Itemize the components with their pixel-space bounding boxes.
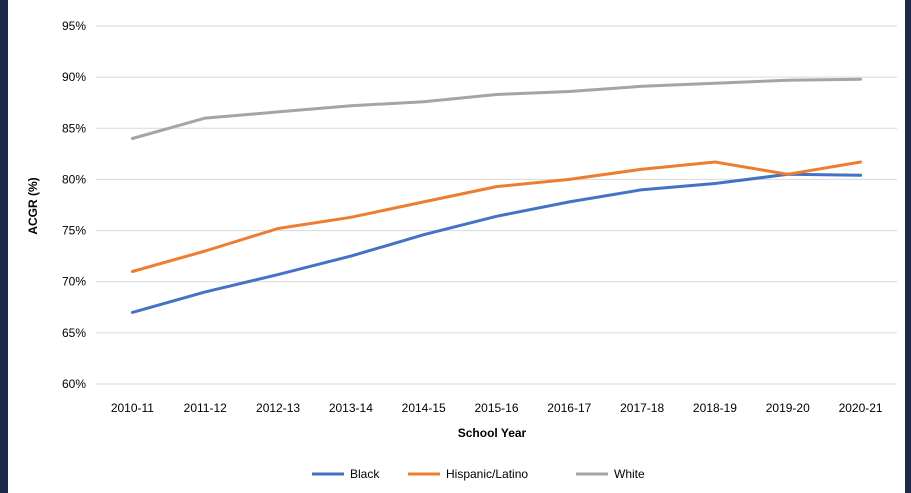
series-line-white xyxy=(130,77,863,140)
y-axis-title: ACGR (%) xyxy=(26,177,40,234)
series-line-black xyxy=(130,172,863,314)
gridlines xyxy=(96,25,897,385)
line-chart: 60%65%70%75%80%85%90%95% 2010-11 2011-12 2… xyxy=(26,19,897,481)
x-tick-label: 2020-21 xyxy=(839,401,883,415)
y-tick-label: 75% xyxy=(62,224,86,238)
x-tick-label: 2019-20 xyxy=(766,401,810,415)
x-tick-label: 2017-18 xyxy=(620,401,664,415)
legend-label: Hispanic/Latino xyxy=(446,467,528,481)
y-tick-label: 70% xyxy=(62,275,86,289)
x-tick-label: 2012-13 xyxy=(256,401,300,415)
x-axis-tick-labels: 2010-11 2011-12 2012-13 2013-14 2014-15 2015-… xyxy=(111,401,883,415)
y-axis-tick-labels: 60% 65% 70% 75% 80% 85% 90% 95% xyxy=(62,19,86,391)
x-tick-label: 2015-16 xyxy=(474,401,518,415)
x-tick-label: 2011-12 xyxy=(184,401,227,415)
series-lines xyxy=(130,77,863,314)
y-tick-label: 95% xyxy=(62,19,86,33)
x-tick-label: 2018-19 xyxy=(693,401,737,415)
x-axis-title: School Year xyxy=(458,426,527,440)
legend: Black Hispanic/Latino White xyxy=(312,467,645,481)
x-tick-label: 2016-17 xyxy=(547,401,591,415)
y-tick-label: 65% xyxy=(62,326,86,340)
y-tick-label: 60% xyxy=(62,377,86,391)
x-tick-label: 2013-14 xyxy=(329,401,373,415)
x-tick-label: 2014-15 xyxy=(402,401,446,415)
y-tick-label: 85% xyxy=(62,121,86,135)
legend-item-hispanic-latino: Hispanic/Latino xyxy=(408,467,528,481)
chart-panel: 60% 65% 70% 75% 80% 85% 90% 95% 2010-11 2011-12 2… xyxy=(8,0,905,493)
legend-label: Black xyxy=(350,467,380,481)
legend-item-white: White xyxy=(576,467,645,481)
legend-label: White xyxy=(614,467,645,481)
series-line-hispanic-latino xyxy=(130,160,863,273)
x-tick-label: 2010-11 xyxy=(111,401,154,415)
y-tick-label: 80% xyxy=(62,172,86,186)
y-tick-label: 90% xyxy=(62,70,86,84)
legend-item-black: Black xyxy=(312,467,380,481)
